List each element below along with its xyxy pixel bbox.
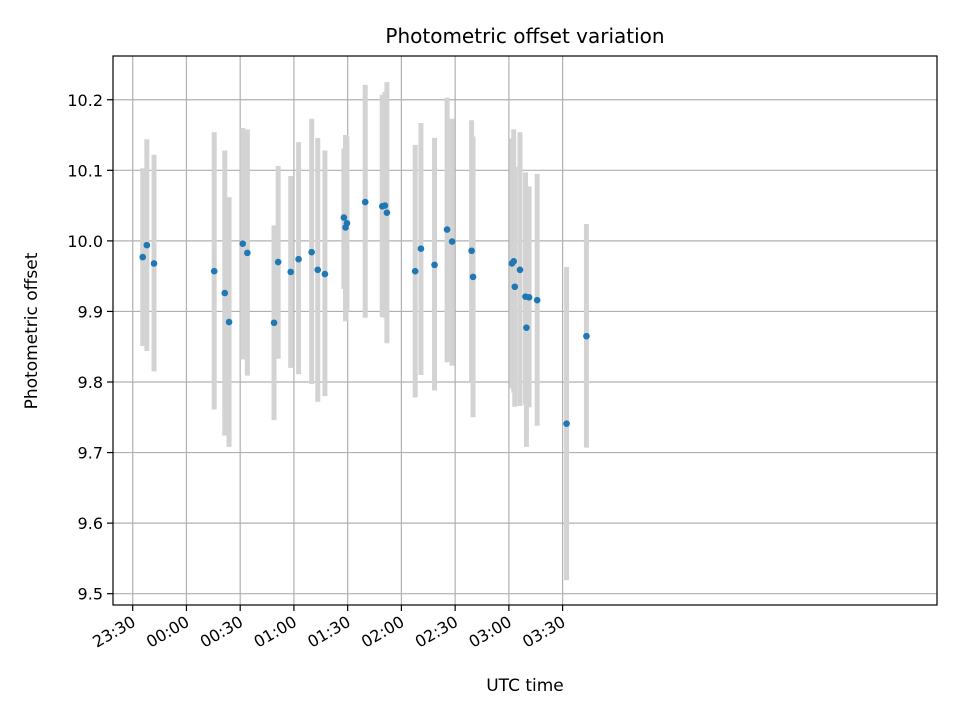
data-point — [295, 255, 302, 263]
data-point — [431, 261, 438, 269]
data-point — [343, 219, 351, 227]
y-tick-label: 10.0 — [67, 232, 103, 251]
data-point — [314, 266, 322, 274]
y-tick-label: 9.7 — [78, 444, 103, 463]
data-point — [563, 420, 570, 427]
data-point — [321, 270, 329, 278]
data-point — [308, 248, 315, 256]
data-point — [381, 202, 389, 209]
y-tick-label: 10.1 — [67, 161, 103, 180]
data-point — [383, 209, 391, 216]
data-point — [468, 247, 475, 255]
y-tick-label: 9.5 — [78, 585, 103, 604]
data-point — [511, 283, 519, 291]
y-tick-label: 10.2 — [67, 91, 103, 110]
data-point — [361, 198, 369, 206]
data-point — [221, 289, 229, 297]
data-point — [340, 214, 348, 221]
data-point — [411, 267, 419, 275]
data-point — [239, 240, 246, 248]
data-point — [150, 260, 158, 267]
data-point — [583, 332, 590, 340]
data-point — [525, 294, 533, 301]
data-point — [143, 241, 151, 249]
data-point — [510, 258, 518, 265]
data-points — [139, 198, 590, 427]
data-point — [270, 319, 278, 327]
y-tick-label: 9.9 — [78, 302, 103, 321]
data-point — [274, 258, 282, 266]
data-point — [469, 273, 477, 281]
data-point — [287, 268, 294, 276]
data-point — [417, 245, 425, 252]
plot-area-frame — [112, 55, 938, 606]
y-axis-ticks: 9.5 9.6 9.7 9.8 9.9 10.0 10.1 10.2 — [67, 91, 113, 604]
data-point — [448, 238, 456, 245]
y-tick-label: 9.8 — [78, 373, 103, 392]
x-axis-title: UTC time — [486, 676, 564, 696]
y-axis-title: Photometric offset — [22, 252, 42, 409]
y-tick-label: 9.6 — [78, 514, 103, 533]
data-point — [516, 266, 524, 274]
data-point — [139, 253, 147, 261]
data-point — [533, 296, 541, 304]
data-point — [443, 226, 451, 233]
data-point — [244, 249, 251, 257]
data-point — [523, 324, 530, 331]
data-point — [225, 318, 233, 326]
data-point — [210, 267, 218, 275]
chart-title: Photometric offset variation — [385, 24, 664, 48]
